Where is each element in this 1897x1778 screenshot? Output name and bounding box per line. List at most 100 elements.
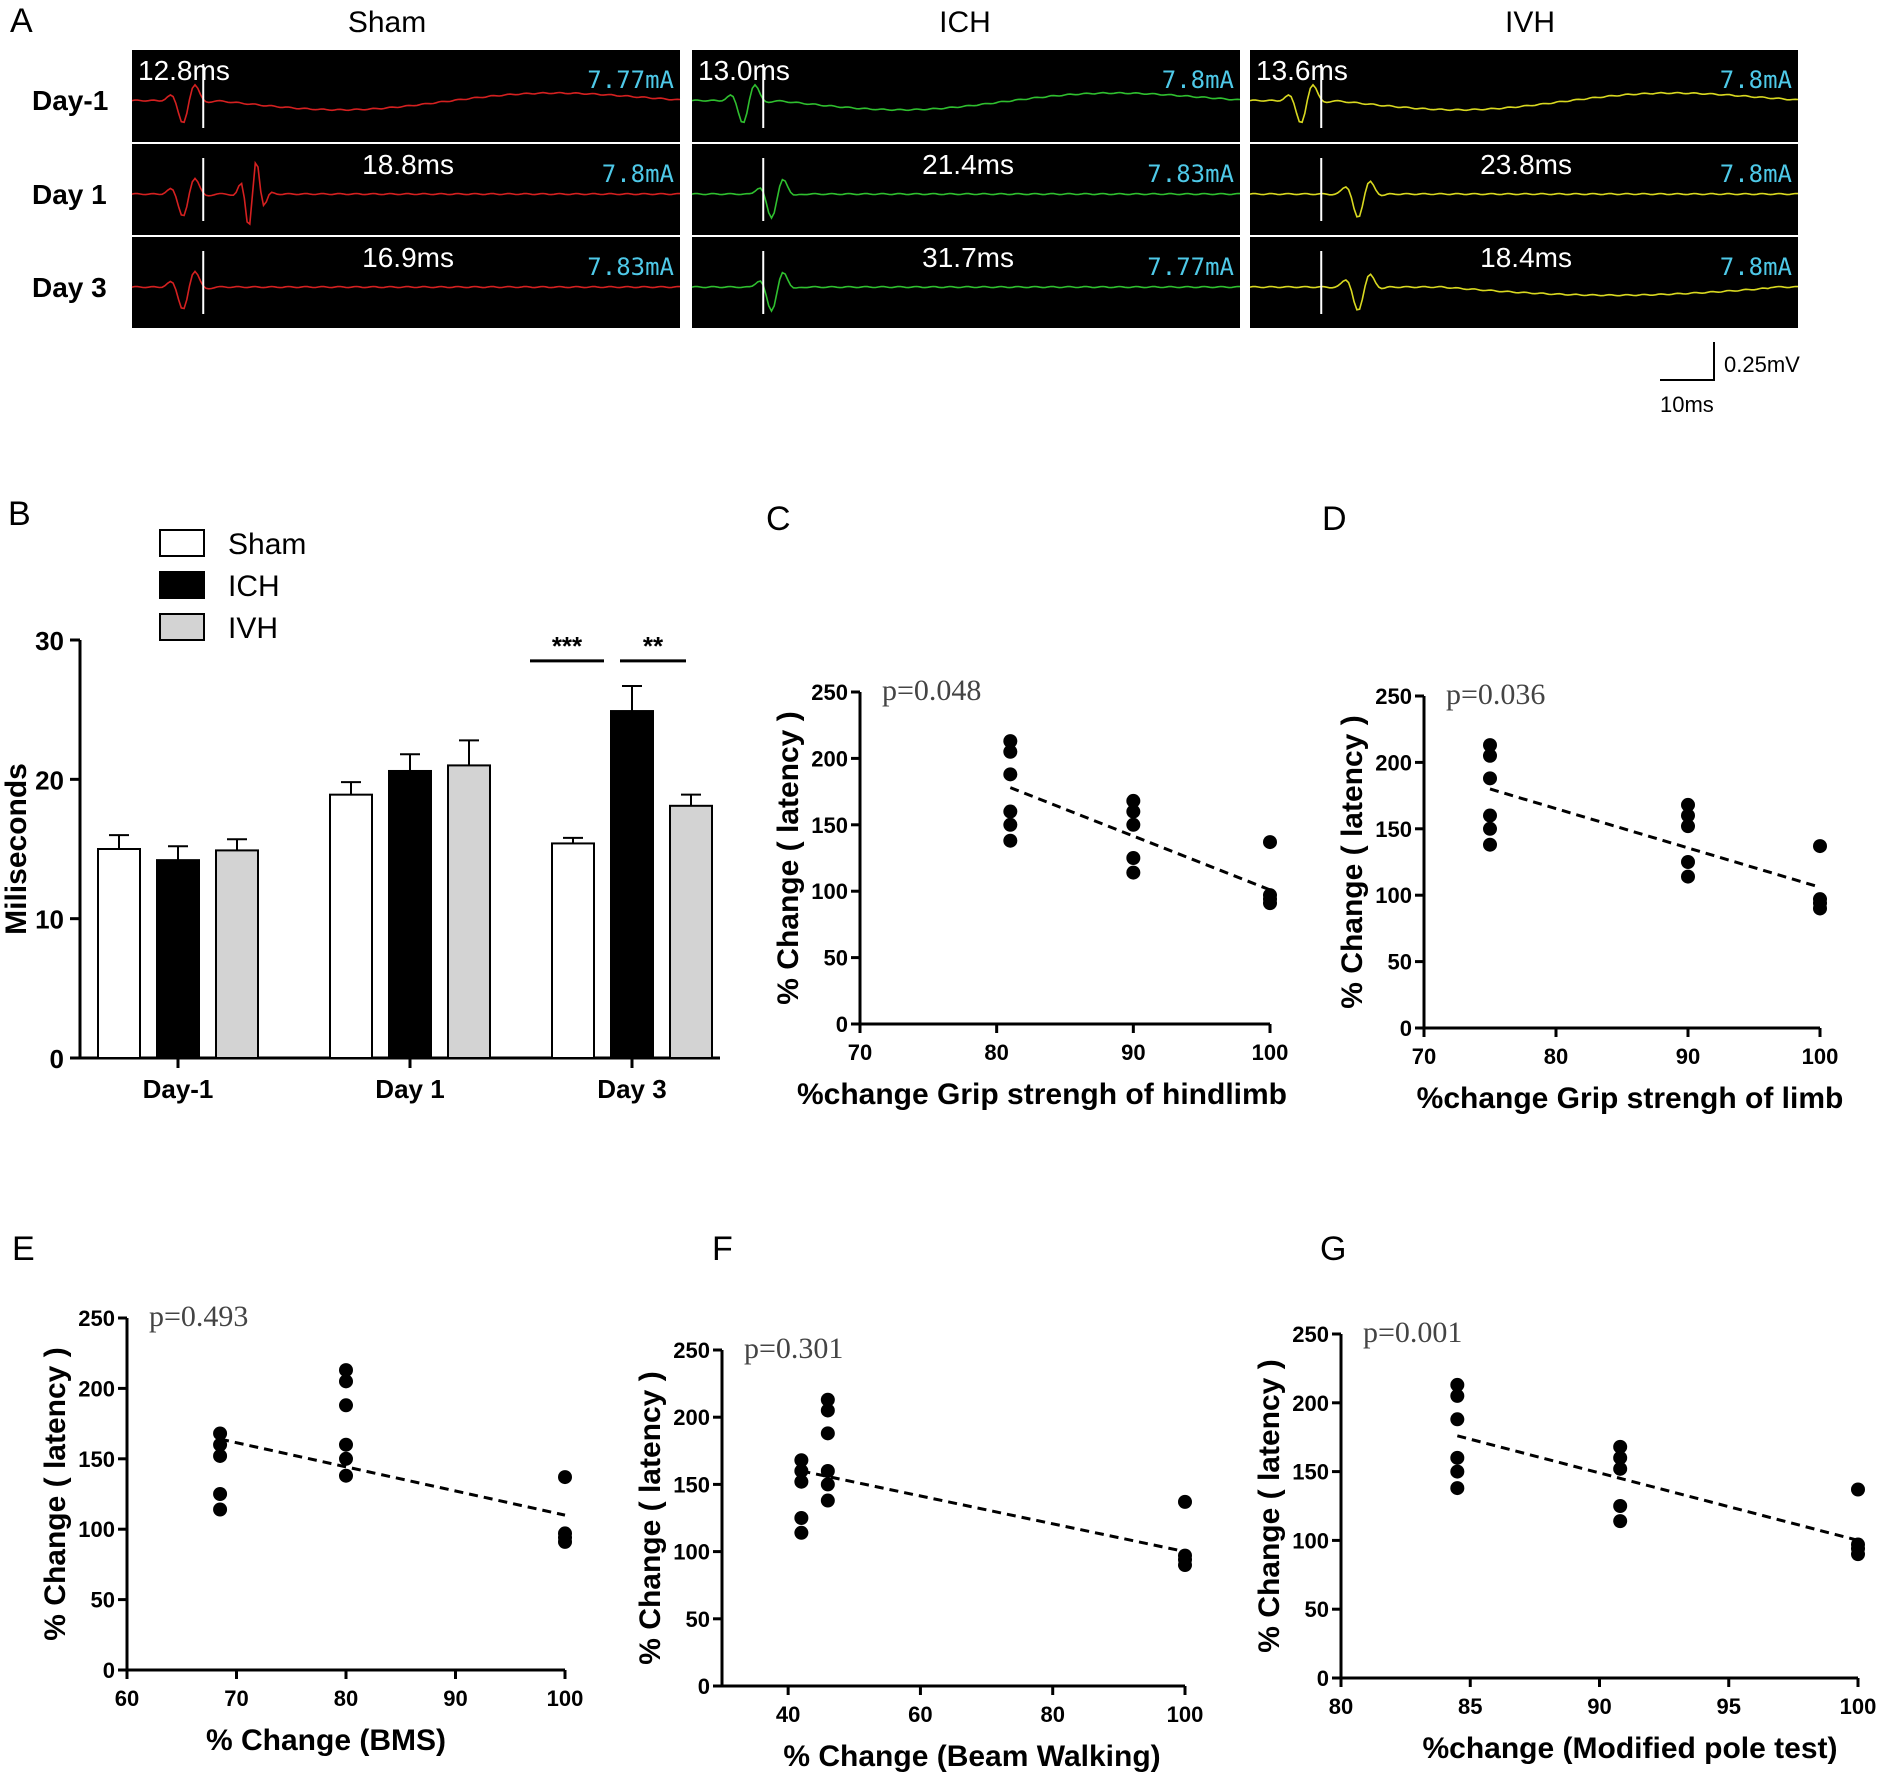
x-tick-label: Day 1 <box>375 1074 444 1104</box>
panel-label-c: C <box>766 500 791 538</box>
emg-current-label: 7.83mA <box>1147 160 1234 188</box>
data-point <box>1450 1450 1465 1465</box>
data-point <box>213 1502 228 1517</box>
emg-cell: 13.0ms 7.8mA <box>691 50 1241 142</box>
x-tick-label: 70 <box>848 1040 872 1065</box>
y-tick-label: 250 <box>673 1338 710 1363</box>
data-point <box>1450 1481 1465 1496</box>
x-tick-label: 90 <box>1676 1044 1700 1069</box>
emg-latency-label: 13.0ms <box>698 55 790 86</box>
data-point <box>1483 808 1497 823</box>
emg-current-label: 7.8mA <box>1720 66 1793 94</box>
emg-row-label: Day 1 <box>32 179 107 210</box>
data-point <box>213 1487 228 1501</box>
x-tick-label: 100 <box>1802 1044 1839 1069</box>
data-point <box>1813 839 1827 854</box>
y-axis-label: % Change ( latency ) <box>772 711 805 1004</box>
data-point <box>1450 1464 1465 1479</box>
bar <box>329 793 373 1059</box>
y-axis-label: % Change ( latency ) <box>1336 715 1369 1008</box>
data-point <box>1613 1450 1628 1465</box>
scatter-chart-e: 0 50 100 150 200 250 60 70 80 90 100 % Change (BMS)… <box>39 1300 583 1757</box>
data-point <box>820 1403 835 1418</box>
y-tick-label: 0 <box>698 1674 710 1699</box>
x-tick-label: 80 <box>1544 1044 1568 1069</box>
emg-cell: 13.6ms 7.8mA <box>1249 50 1799 142</box>
data-point <box>794 1453 809 1468</box>
data-point <box>213 1448 228 1463</box>
regression-line <box>1489 787 1821 889</box>
scale-bar-voltage: 0.25mV <box>1724 352 1800 377</box>
y-axis-label: % Change ( latency ) <box>39 1347 72 1640</box>
y-axis-label: % Change ( latency ) <box>634 1371 667 1664</box>
emg-cell: 18.8ms 7.8mA <box>131 144 681 235</box>
x-tick-label: 80 <box>1040 1702 1064 1727</box>
y-tick-label: 30 <box>35 626 64 656</box>
y-tick-label: 200 <box>1375 750 1412 775</box>
emg-latency-label: 18.8ms <box>362 149 454 180</box>
data-point <box>1450 1388 1465 1403</box>
x-axis-label: % Change (BMS) <box>206 1724 446 1757</box>
y-tick-label: 50 <box>686 1607 710 1632</box>
significance-label: *** <box>552 631 583 661</box>
data-point <box>1126 851 1141 865</box>
y-tick-label: 10 <box>35 905 64 935</box>
legend-swatch <box>159 571 205 599</box>
data-point <box>1003 767 1018 782</box>
emg-trace-background <box>132 50 680 142</box>
data-point <box>339 1468 353 1483</box>
data-point <box>794 1525 809 1540</box>
y-tick-label: 200 <box>673 1405 710 1430</box>
data-point <box>794 1463 809 1478</box>
x-tick-label: 80 <box>334 1686 358 1711</box>
data-point <box>339 1363 353 1378</box>
data-point <box>1126 804 1141 819</box>
data-point <box>820 1493 835 1508</box>
data-point <box>339 1437 353 1452</box>
scatter-chart-f: 0 50 100 150 200 250 40 60 80 100 % Change (Beam W… <box>634 1332 1203 1773</box>
emg-trace-background <box>132 144 680 235</box>
data-point <box>820 1463 835 1478</box>
bar <box>156 859 200 1059</box>
legend-label: ICH <box>228 570 280 603</box>
emg-trace <box>691 178 1241 220</box>
data-point <box>339 1398 353 1413</box>
emg-trace <box>1249 83 1799 124</box>
regression-line <box>1009 786 1271 892</box>
p-value-label: p=0.493 <box>149 1300 248 1333</box>
y-tick-label: 50 <box>91 1588 115 1613</box>
regression-line <box>1456 1434 1859 1542</box>
x-tick-label: 40 <box>776 1702 800 1727</box>
emg-cell: 23.8ms 7.8mA <box>1249 144 1799 235</box>
y-tick-label: 0 <box>50 1044 64 1074</box>
y-tick-label: 50 <box>1305 1597 1329 1622</box>
data-point <box>1263 835 1277 850</box>
data-point <box>1263 896 1277 911</box>
y-tick-label: 150 <box>78 1447 115 1472</box>
x-tick-label: 100 <box>547 1686 584 1711</box>
data-point <box>1813 901 1827 916</box>
data-point <box>1613 1499 1628 1513</box>
scale-bar-lines <box>1660 342 1715 381</box>
p-value-label: p=0.301 <box>744 1332 843 1365</box>
y-axis-label: % Change ( latency ) <box>1253 1359 1286 1652</box>
y-tick-label: 250 <box>78 1306 115 1331</box>
y-tick-label: 150 <box>673 1472 710 1497</box>
y-tick-label: 0 <box>1400 1016 1412 1041</box>
emg-latency-label: 18.4ms <box>1480 242 1572 273</box>
emg-cell: 18.4ms 7.8mA <box>1249 237 1799 328</box>
x-axis-label: %change (Modified pole test) <box>1422 1732 1837 1765</box>
emg-current-label: 7.8mA <box>1162 66 1235 94</box>
data-point <box>1851 1482 1865 1497</box>
data-point <box>1003 734 1018 749</box>
data-point <box>1681 808 1695 823</box>
emg-trace <box>131 270 681 310</box>
y-tick-label: 150 <box>1292 1460 1329 1485</box>
bar <box>215 849 259 1059</box>
x-tick-label: 85 <box>1458 1694 1482 1719</box>
data-point <box>820 1392 835 1407</box>
emg-current-label: 7.8mA <box>1720 160 1793 188</box>
data-point <box>1126 865 1141 880</box>
emg-cell: 12.8ms 7.77mA <box>131 50 681 142</box>
